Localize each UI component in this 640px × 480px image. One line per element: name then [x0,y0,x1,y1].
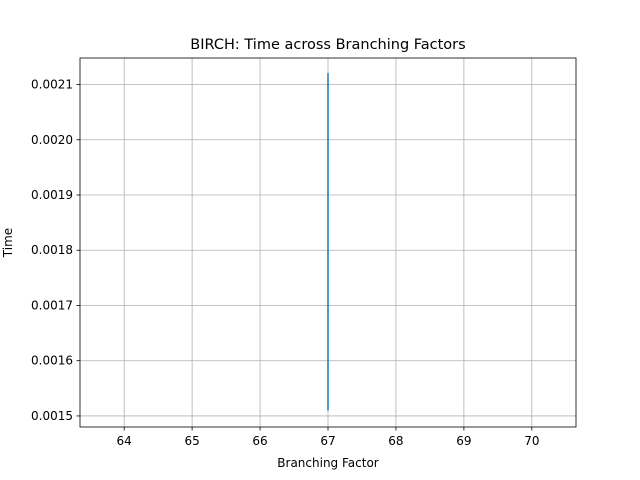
y-tick-label: 0.0016 [31,354,73,368]
x-tick-label: 67 [320,434,335,448]
y-axis-label: Time [1,228,15,258]
y-tick-label: 0.0018 [31,243,73,257]
x-tick-label: 68 [388,434,403,448]
x-tick-label: 66 [252,434,267,448]
x-tick-label: 70 [524,434,539,448]
y-tick-label: 0.0019 [31,188,73,202]
x-tick-label: 69 [456,434,471,448]
x-tick-label: 64 [117,434,132,448]
x-axis-label: Branching Factor [277,456,378,470]
y-tick-label: 0.0021 [31,78,73,92]
y-tick-label: 0.0015 [31,409,73,423]
y-tick-label: 0.0020 [31,133,73,147]
ticks: 64 65 66 67 68 69 70 0.0015 0.0016 0.0017 0.0018 0.… [31,78,539,448]
y-tick-label: 0.0017 [31,298,73,312]
chart-title: BIRCH: Time across Branching Factors [190,37,465,53]
x-tick-label: 65 [184,434,199,448]
